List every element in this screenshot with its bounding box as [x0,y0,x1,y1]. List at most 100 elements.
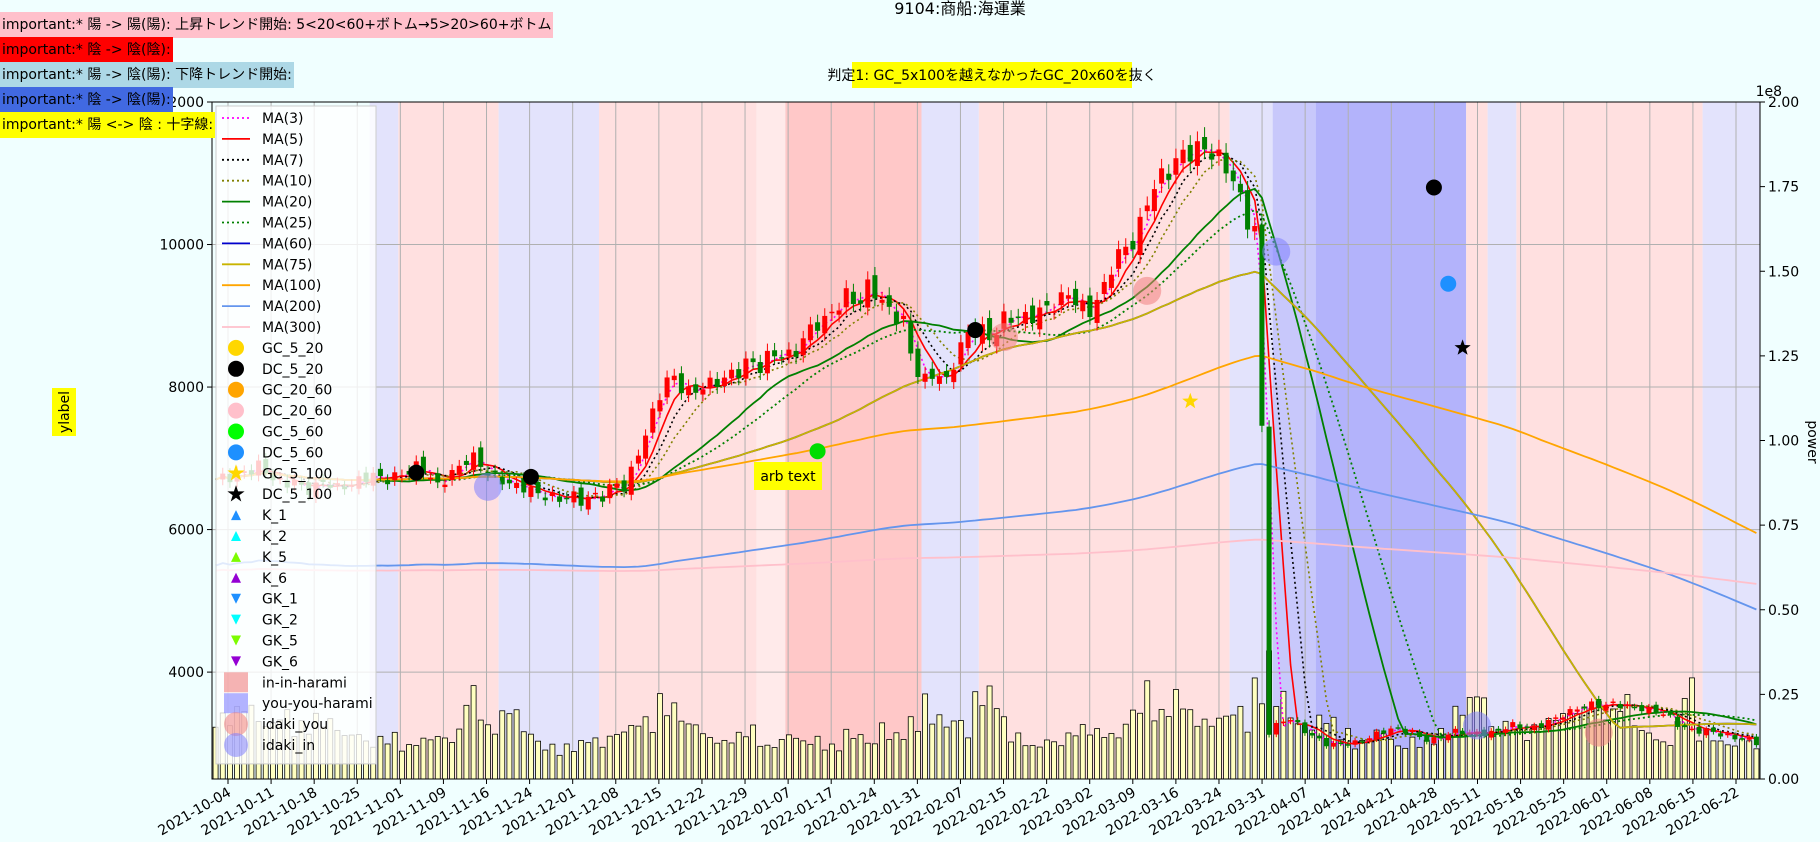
candle-body [1366,738,1372,741]
volume-bar [836,750,842,780]
candle-body [535,482,541,494]
candle-body [929,368,935,379]
volume-bar [1201,718,1208,780]
volume-bar [829,743,835,780]
volume-bar [535,740,541,780]
volume-bar [1216,717,1222,780]
candle-body [449,470,455,481]
candle-body [1409,730,1415,733]
y2-tick-label: 0.00 [1768,772,1799,788]
candle-body [1460,730,1466,735]
ylabel-text: ylabel [57,391,73,433]
volume-bar [893,732,900,780]
volume-bar [592,737,599,780]
ma-line-300 [215,538,1757,585]
legend-label: GC_5_60 [262,425,323,441]
candle-body [456,465,462,475]
candle-body [1574,709,1580,712]
candle-body [1216,149,1222,157]
legend-label: DC_5_60 [262,445,323,461]
legend-label: K_5 [262,550,287,566]
shade-band-6 [921,102,979,779]
candle-body [664,377,670,398]
volume-bar [821,749,828,780]
candle-body [442,484,448,488]
candle-body [1732,735,1738,740]
candle-body [1632,706,1638,709]
volume-bar [922,693,928,780]
volume-bar [764,744,771,780]
legend-swatch-circle [228,423,244,440]
volume-bar [750,724,756,780]
volume-bar [972,691,979,780]
volume-bar [499,710,506,780]
candle-body [1273,722,1279,735]
candle-body [1151,189,1157,212]
marker-dc-5-20 [967,322,984,339]
candle-body [1675,716,1681,727]
volume-bar [621,731,627,780]
legend-swatch-circle [228,402,244,419]
legend-label: K_1 [262,508,287,524]
volume-bar [1094,728,1100,780]
volume-bar [1445,738,1452,780]
candle-body [564,497,570,500]
volume-bar [685,723,692,780]
candle-body [1302,722,1308,734]
marker-idaki-in [473,472,502,501]
candle-body [657,400,663,412]
candle-body [1553,717,1559,719]
candle-body [549,492,555,497]
legend-swatch-triangle-up [231,510,241,521]
ma-line-200 [215,463,1757,611]
volume-bar [449,742,455,780]
volume-bar [1273,706,1280,780]
volume-bar [442,737,448,780]
volume-bar [743,736,749,780]
volume-bar [1681,698,1688,780]
volume-bar [413,745,420,780]
candle-body [399,475,405,477]
legend-swatch-circle [228,339,244,356]
candle-body [843,288,849,308]
candle-body [499,476,505,485]
volume-bar [585,742,592,780]
note-1: important:* 陽 -> 陽(陽): 上昇トレンド開始: 5<20<60… [0,12,554,38]
volume-bar [1051,741,1057,780]
ma-line-20 [215,187,1757,739]
volume-bar [864,742,871,780]
candle-body [1689,728,1695,731]
volume-bar [1087,734,1093,780]
volume-bar [907,716,914,780]
candle-body [1288,720,1294,722]
volume-bar [757,745,764,780]
volume-bar [1173,689,1179,780]
marker-star [1454,339,1471,355]
y2-tick-label: 0.75 [1768,518,1799,534]
candle-body [1331,743,1337,747]
volume-bar [528,733,534,780]
candle-body [1488,730,1494,738]
signal-markers [408,179,1613,747]
candle-body [822,315,828,334]
candle-body [1022,311,1028,324]
volume-bar [814,735,821,780]
volume-bar [1409,736,1416,780]
volume-bar [915,731,921,780]
volume-bar [807,743,814,780]
candle-body [1703,729,1709,736]
candle-body [1388,728,1394,735]
candle-body [1108,274,1114,288]
regime-shading [369,102,1760,779]
volume-bar [657,693,663,780]
candle-body [671,375,677,381]
volume-bar [477,719,484,780]
candle-body [607,484,613,499]
legend-label: DC_5_100 [262,487,332,503]
marker-dc-5-60 [1440,275,1457,292]
volume-bar [1294,723,1301,780]
shade-band-7 [978,102,1230,779]
volume-bar [1574,713,1581,780]
candle-body [1725,733,1731,736]
